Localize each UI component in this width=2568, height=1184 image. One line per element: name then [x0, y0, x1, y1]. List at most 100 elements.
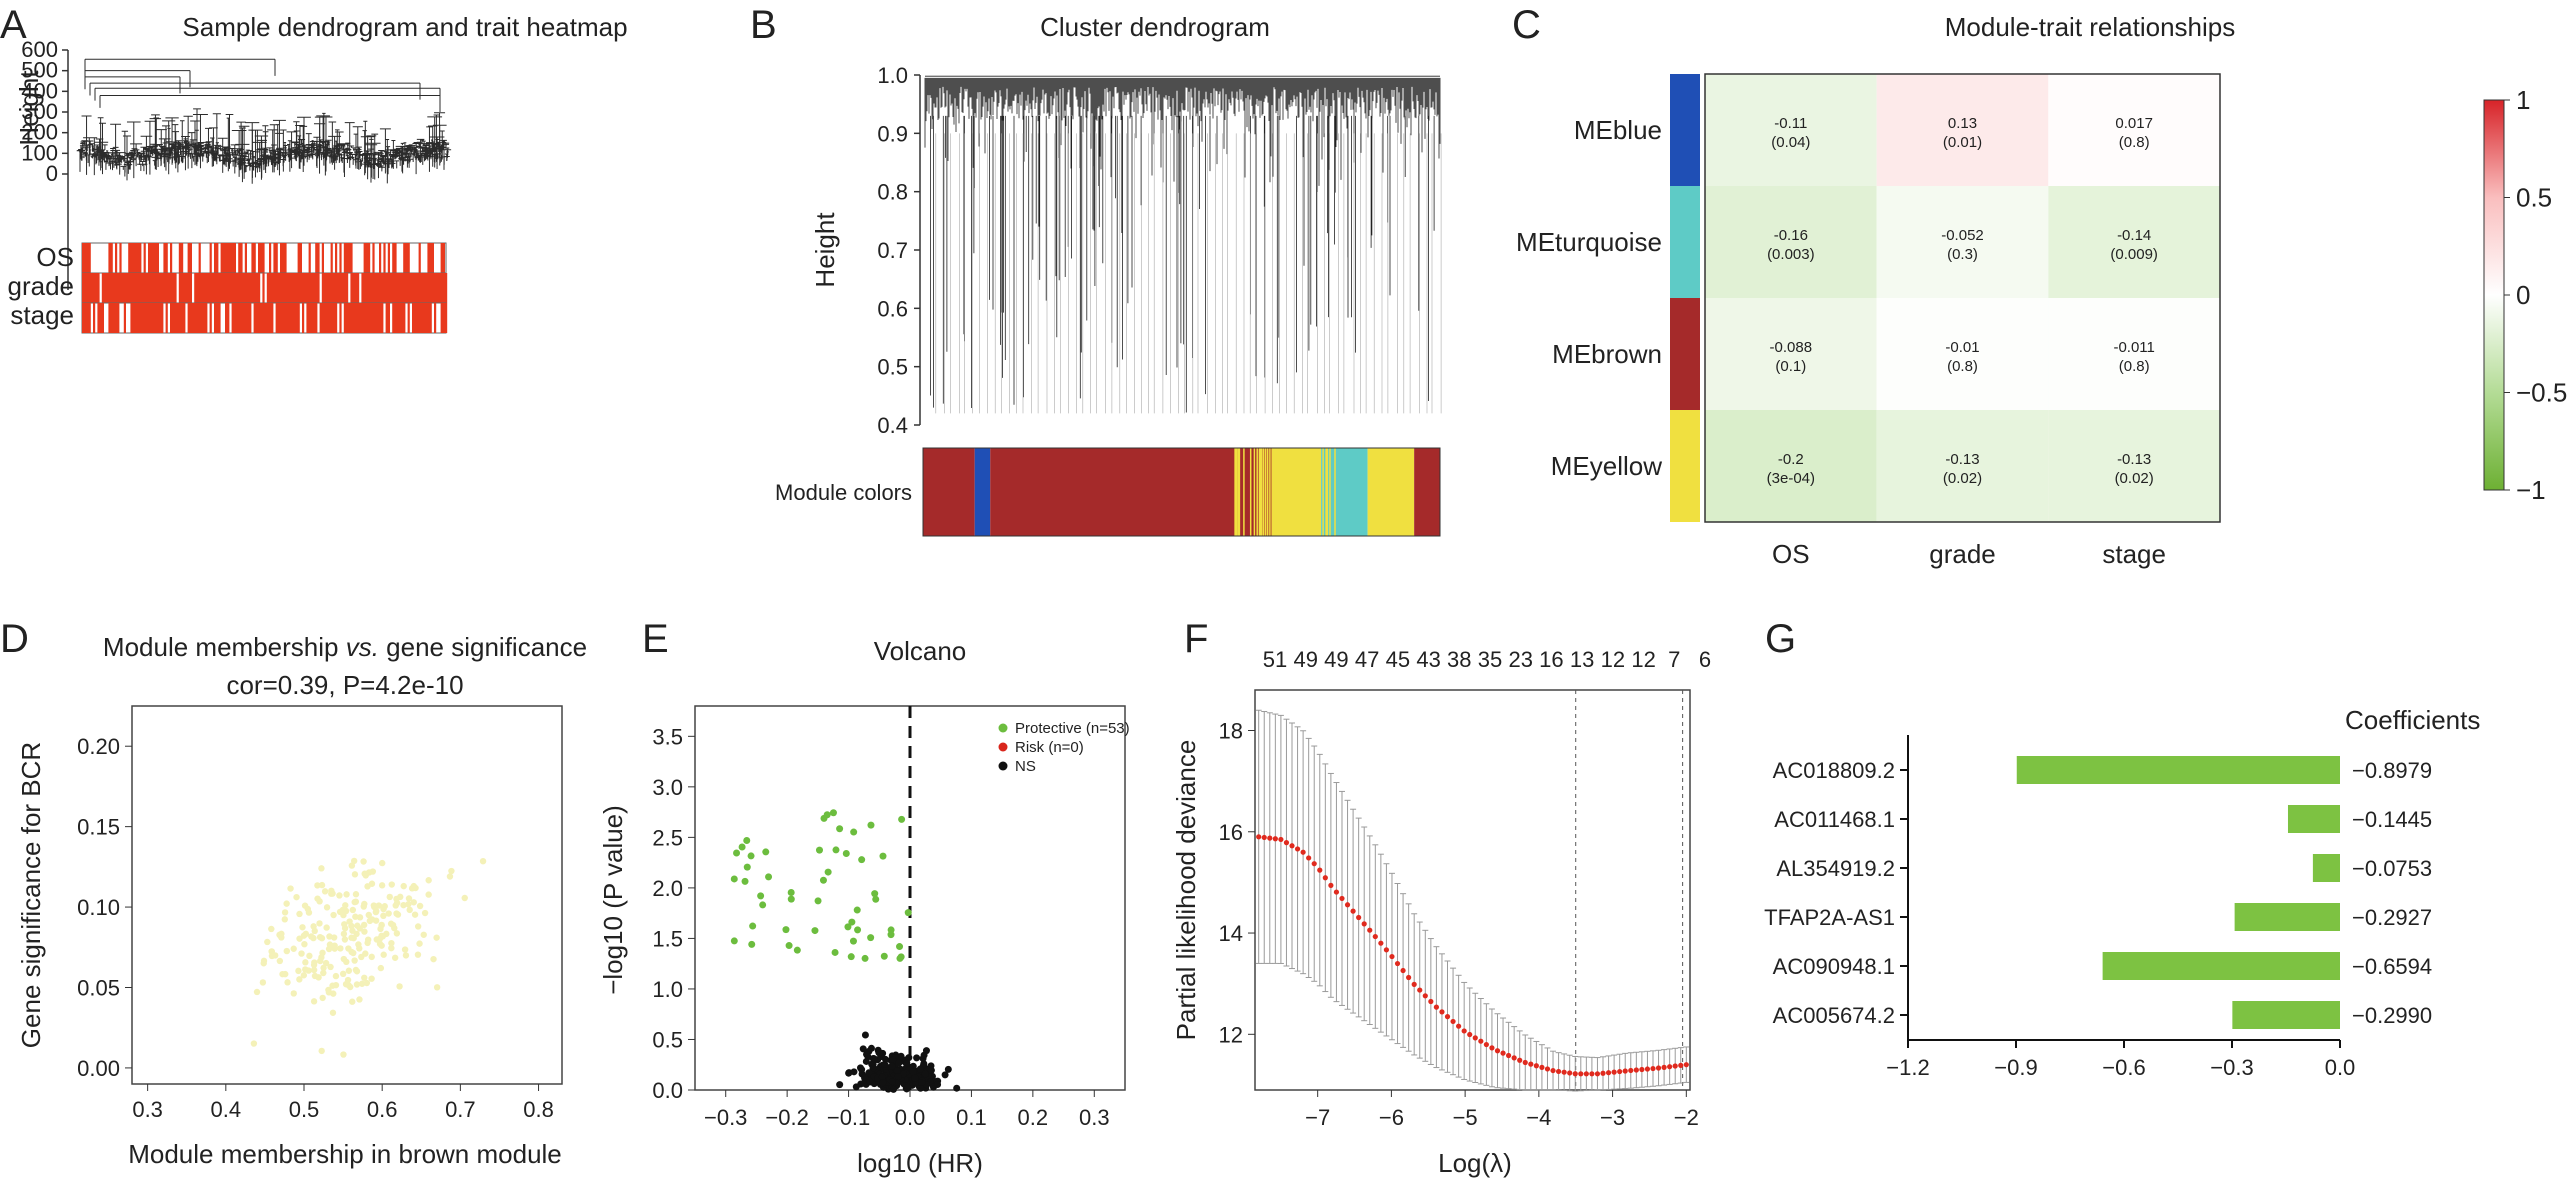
panel-f-point — [1433, 1004, 1440, 1010]
panel-d-point — [321, 888, 329, 895]
panel-d-point — [401, 946, 409, 953]
panel-e-point-protective — [853, 906, 861, 914]
panel-g-xtick-label: 0.0 — [2325, 1055, 2356, 1080]
panel-f-point — [1333, 889, 1340, 895]
panel-d-point — [363, 979, 371, 987]
panel-e-point-ns — [864, 1053, 872, 1061]
panel-c-heatmap: MEblue -0.11 (0.04) 0.13 (0.01) 0.017 (0.8) MEt… — [1516, 73, 2221, 569]
panel-e-point-protective — [747, 852, 755, 860]
panel-d-point — [416, 940, 423, 947]
panel-e-point-protective — [743, 836, 751, 844]
panel-e-point-ns — [904, 1083, 912, 1091]
panel-b-module-segment — [1367, 448, 1415, 536]
panel-d-point — [330, 990, 337, 997]
panel-a-trait-cells — [82, 243, 445, 273]
panel-g-coefficient-label: −0.6594 — [2352, 954, 2432, 979]
panel-g-bar — [2102, 952, 2340, 980]
panel-d-xtick-label: 0.6 — [367, 1097, 398, 1122]
panel-d-ytick-label: 0.20 — [77, 734, 120, 759]
panel-d-point — [446, 873, 454, 880]
panel-c-cell-value: -0.16 — [1774, 227, 1808, 244]
panel-d-point — [296, 976, 303, 983]
panel-d-point — [349, 998, 356, 1005]
panel-d-point — [330, 911, 337, 919]
panel-e-point-protective — [787, 889, 795, 897]
panel-f-point — [1483, 1041, 1489, 1048]
panel-f-point — [1389, 953, 1395, 960]
panel-e-point-protective — [854, 926, 862, 934]
panel-d-point — [361, 974, 368, 981]
panel-f-point — [1505, 1052, 1512, 1059]
panel-d-point — [340, 930, 348, 938]
panel-f-ytick-label: 14 — [1219, 921, 1243, 946]
panel-d-point — [318, 1047, 325, 1055]
panel-f-ytick-label: 16 — [1219, 820, 1243, 845]
panel-d-point — [323, 904, 331, 911]
panel-c-cell — [2048, 186, 2220, 298]
panel-d-point — [310, 966, 318, 974]
panel-b-module-segment — [1321, 448, 1368, 536]
panel-d-point — [302, 959, 309, 966]
panel-f-point — [1372, 933, 1378, 940]
panel-e-legend-label: NS — [1015, 758, 1036, 775]
panel-d-point — [346, 918, 353, 925]
panel-c-cell-pvalue: (0.02) — [1943, 470, 1982, 487]
panel-d-point — [282, 970, 289, 978]
panel-d-point — [332, 981, 340, 989]
panel-c-legend-label: 0.5 — [2516, 183, 2552, 213]
panel-d-point — [330, 934, 338, 941]
panel-d-point — [448, 867, 455, 875]
panel-f-point — [1622, 1068, 1628, 1074]
panel-d-point — [361, 870, 368, 877]
panel-e-ytick-label: 0.0 — [652, 1078, 683, 1103]
panel-a-trait-label: grade — [8, 271, 75, 301]
panel-f-point — [1650, 1065, 1656, 1072]
panel-b-module-segment — [990, 448, 1280, 536]
panel-f-point — [1655, 1065, 1662, 1071]
panel-e-point-ns — [859, 1045, 867, 1053]
panel-c-cell-value: -0.052 — [1941, 227, 1984, 244]
panel-d-point — [356, 996, 363, 1003]
panel-b-dendrogram — [924, 75, 1442, 414]
panel-f-ytick-label: 12 — [1219, 1022, 1243, 1047]
panel-d-point — [433, 984, 441, 991]
panel-d-point — [360, 858, 367, 865]
panel-d-point — [320, 969, 327, 977]
panel-f-point — [1278, 836, 1284, 843]
panel-d-point — [253, 988, 261, 996]
panel-d-points — [250, 857, 487, 1058]
panel-g-category-label: AC011468.1 — [1774, 807, 1895, 832]
panel-d-point — [337, 945, 344, 952]
panel-d-point — [360, 921, 368, 929]
panel-e-point-protective — [871, 890, 879, 898]
panel-f-ylabel: Partial likelihood deviance — [1171, 740, 1201, 1041]
panel-e-point-protective — [782, 926, 790, 934]
panel-d-point — [296, 910, 303, 918]
panel-d-xtick-label: 0.8 — [523, 1097, 554, 1122]
panel-c-cell — [1876, 410, 2049, 522]
panel-c-cell-value: -0.088 — [1770, 339, 1813, 356]
panel-d-point — [379, 859, 386, 867]
panel-f-point — [1444, 1014, 1451, 1020]
panel-d-point — [283, 900, 290, 907]
panel-e-point-ns — [861, 1031, 869, 1039]
panel-f-point — [1661, 1064, 1667, 1070]
panel-c-legend-label: −0.5 — [2516, 378, 2567, 408]
panel-a-ylabel: Height — [14, 70, 44, 146]
panel-d-point — [408, 885, 416, 892]
panel-b-title: Cluster dendrogram — [1040, 12, 1270, 42]
panel-f: F 51 49 49 47 45 43 38 35 23 16 13 12 12 7 6 −7 −6 −5 −4−… — [1171, 617, 1711, 1178]
panel-e-point-protective — [762, 848, 770, 856]
panel-d-point — [283, 947, 290, 955]
panel-f-point — [1522, 1059, 1528, 1066]
panel-d-ytick-label: 0.00 — [77, 1056, 120, 1081]
panel-f-top-count: 47 — [1355, 647, 1379, 672]
panel-d-point — [358, 980, 366, 987]
panel-d-point — [301, 940, 308, 948]
panel-b-module-segment — [1414, 448, 1440, 536]
panel-d-point — [406, 906, 413, 914]
panel-e-point-protective — [887, 926, 895, 934]
panel-f-xtick-label: −2 — [1674, 1105, 1699, 1130]
panel-g-bar — [2312, 854, 2340, 882]
panel-e-point-protective — [844, 923, 852, 931]
